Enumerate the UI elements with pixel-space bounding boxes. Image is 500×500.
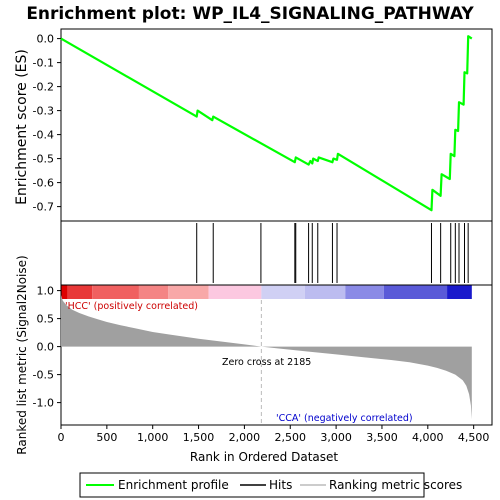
color-bar-segment <box>138 285 169 299</box>
positive-correlation-label: 'HCC' (positively correlated) <box>65 301 198 312</box>
color-bar-segment <box>345 285 384 299</box>
enrichment-profile-path <box>60 35 473 212</box>
color-bar-segment <box>168 285 209 299</box>
es-y-tick-label: -0.6 <box>33 177 54 190</box>
negative-correlation-label: 'CCA' (negatively correlated) <box>276 413 413 424</box>
legend-metric-label: Ranking metric scores <box>329 478 462 492</box>
x-tick-label: 2,000 <box>229 431 261 444</box>
metric-x-axis: 0 500 1,000 1,500 2,000 2,500 3,000 3,500 4,000 4… <box>58 425 490 444</box>
hits-markers <box>196 223 469 283</box>
es-y-tick-label: -0.7 <box>33 201 54 214</box>
rank-color-bar <box>61 285 472 299</box>
color-bar-segment <box>92 285 139 299</box>
x-tick-label: 3,000 <box>320 431 352 444</box>
x-tick-label: 4,000 <box>412 431 444 444</box>
metric-y-tick-label: -1.0 <box>33 397 54 410</box>
metric-y-tick-label: 0.0 <box>37 341 55 354</box>
x-tick-label: 3,500 <box>366 431 398 444</box>
color-bar-segment <box>208 285 262 299</box>
x-tick-label: 2,500 <box>275 431 307 444</box>
es-y-tick-label: -0.5 <box>33 153 54 166</box>
color-bar-segment <box>304 285 346 299</box>
x-tick-label: 4,500 <box>458 431 490 444</box>
color-bar-segment <box>67 285 93 299</box>
legend-profile-label: Enrichment profile <box>118 478 229 492</box>
x-tick-label: 1,500 <box>183 431 215 444</box>
color-bar-segment <box>261 285 305 299</box>
color-bar-segment <box>61 285 68 299</box>
x-tick-label: 1,000 <box>137 431 169 444</box>
color-bar-segment <box>447 285 472 299</box>
es-y-tick-label: -0.4 <box>33 129 54 142</box>
color-bar-segment <box>383 285 448 299</box>
es-y-tick-label: 0.0 <box>37 33 55 46</box>
ranking-metric-area <box>61 295 472 420</box>
x-tick-label: 500 <box>96 431 117 444</box>
metric-y-tick-label: 1.0 <box>37 285 55 298</box>
metric-y-axis-label: Ranked list metric (Signal2Noise) <box>15 255 29 454</box>
metric-y-tick-label: -0.5 <box>33 369 54 382</box>
x-axis-label: Rank in Ordered Dataset <box>190 450 338 464</box>
metric-y-axis: 1.0 0.5 0.0 -0.5 -1.0 <box>33 285 61 410</box>
metric-area-fill <box>61 295 472 420</box>
hits-panel-frame <box>60 220 493 286</box>
es-y-axis-label: Enrichment score (ES) <box>14 49 30 205</box>
chart-title: Enrichment plot: WP_IL4_SIGNALING_PATHWA… <box>26 4 474 24</box>
enrichment-profile-line <box>60 35 473 212</box>
metric-y-tick-label: 0.5 <box>37 313 55 326</box>
zero-cross-label: Zero cross at 2185 <box>222 357 311 368</box>
es-panel-frame <box>60 28 493 222</box>
es-y-tick-label: -0.2 <box>33 81 54 94</box>
es-y-tick-label: -0.3 <box>33 105 54 118</box>
legend-hits-label: Hits <box>269 478 292 492</box>
es-y-tick-label: -0.1 <box>33 57 54 70</box>
metric-panel-frame <box>60 284 493 426</box>
es-y-axis: 0.0 -0.1 -0.2 -0.3 -0.4 -0.5 -0.6 -0.7 <box>33 33 61 214</box>
x-tick-label: 0 <box>58 431 65 444</box>
